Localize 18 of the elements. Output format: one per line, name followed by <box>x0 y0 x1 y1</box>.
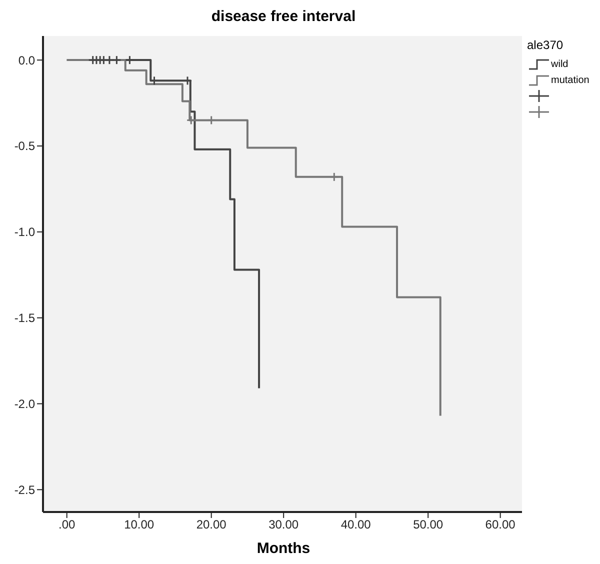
chart-title: disease free interval <box>210 8 357 25</box>
y-tick-label: -1.5 <box>14 311 36 326</box>
x-tick-label: .00 <box>58 518 76 532</box>
legend-label: wild <box>551 58 568 70</box>
x-tick-label: 60.00 <box>485 518 516 532</box>
x-tick-label: 10.00 <box>124 518 154 532</box>
x-tick-label: 40.00 <box>340 518 372 532</box>
x-tick-label: 20.00 <box>196 518 227 532</box>
x-axis-title: Months <box>256 540 312 557</box>
y-tick-label: -2.5 <box>14 482 36 497</box>
legend-label: mutation <box>551 74 590 86</box>
y-tick-label: -1.0 <box>14 225 36 240</box>
legend-title: ale370 <box>527 38 564 52</box>
y-tick-label: -2.0 <box>14 397 36 411</box>
y-tick-label: -0.5 <box>14 139 36 154</box>
x-tick-label: 30.00 <box>268 518 299 532</box>
y-tick-label: 0.0 <box>18 53 36 68</box>
x-tick-label: 50.00 <box>413 518 444 532</box>
